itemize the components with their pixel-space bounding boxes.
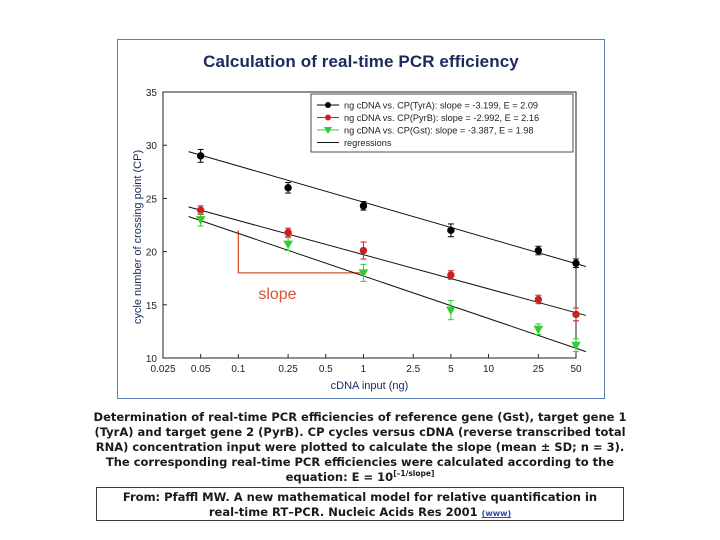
- figure-panel: Calculation of real-time PCR efficiency …: [117, 39, 605, 399]
- data-point: [571, 341, 581, 351]
- caption-line-4: The corresponding real-time PCR efficien…: [105, 455, 615, 469]
- y-tick-label: 35: [146, 88, 158, 99]
- x-axis-label: cDNA input (ng): [331, 380, 409, 392]
- source-reference: real-time RT–PCR. Nucleic Acids Res 2001: [208, 505, 478, 519]
- data-point: [284, 184, 292, 192]
- slope-annotation-lines: [237, 230, 364, 274]
- data-point: [359, 202, 368, 210]
- source-citation: From: Pfaffl MW. A new mathematical mode…: [96, 487, 624, 521]
- x-tick-label: 2.5: [406, 364, 420, 375]
- source-line-1: From: Pfaffl MW. A new mathematical mode…: [122, 490, 598, 504]
- legend-label: regressions: [344, 138, 392, 148]
- legend-marker: [324, 127, 332, 134]
- legend-marker: [325, 102, 331, 108]
- data-point: [534, 295, 543, 304]
- x-tick-label: 25: [533, 364, 545, 375]
- slope-annotation-label: slope: [258, 286, 296, 303]
- legend-marker: [325, 114, 331, 121]
- source-line-2: real-time RT–PCR. Nucleic Acids Res 2001…: [97, 505, 623, 521]
- data-point: [284, 228, 292, 237]
- x-tick-label: 50: [570, 364, 582, 375]
- y-tick-label: 10: [146, 354, 158, 365]
- legend-label: ng cDNA vs. CP(PyrB): slope = -2.992, E …: [344, 113, 539, 123]
- x-tick-label: 1: [361, 364, 367, 375]
- data-point: [446, 306, 456, 316]
- data-point: [533, 325, 544, 335]
- x-tick-label: 10: [483, 364, 495, 375]
- data-point: [358, 269, 369, 278]
- caption-line-5: equation: E = 10[–1/slope]: [84, 470, 636, 485]
- x-tick-label: 0.1: [231, 364, 245, 375]
- legend-box: [310, 93, 574, 153]
- y-tick-label: 20: [146, 248, 158, 259]
- data-point: [283, 240, 293, 250]
- caption-line-1: Determination of real-time PCR efficienc…: [93, 410, 627, 424]
- pcr-efficiency-chart: 10 15 20 25 30 35 0.025 0.05 0.1 0.25 0.5 1 2.5 5 10 25…: [132, 88, 587, 392]
- data-point: [196, 206, 205, 214]
- data-point: [534, 246, 543, 255]
- plot-frame: [162, 91, 577, 359]
- y-tick-label: 30: [146, 141, 158, 152]
- regression-line: [188, 151, 587, 267]
- y-tick-label: 25: [146, 194, 158, 205]
- figure-caption: Determination of real-time PCR efficienc…: [84, 410, 636, 485]
- caption-exponent: [–1/slope]: [393, 469, 435, 479]
- x-tick-label: 0.05: [191, 364, 211, 375]
- x-tick-label: 0.025: [150, 364, 175, 375]
- source-www-link[interactable]: (www): [481, 509, 512, 518]
- data-point: [447, 271, 455, 279]
- caption-line-2: (TyrA) and target gene 2 (PyrB). CP cycl…: [94, 425, 626, 439]
- legend-label: ng cDNA vs. CP(TyrA): slope = -3.199, E …: [344, 101, 538, 111]
- data-point: [447, 226, 455, 235]
- data-point: [572, 259, 580, 268]
- legend-label: ng cDNA vs. CP(Gst): slope = -3.387, E =…: [344, 126, 533, 136]
- x-tick-label: 0.25: [278, 364, 298, 375]
- data-point: [195, 216, 206, 225]
- caption-line-3: RNA) concentration input were plotted to…: [95, 440, 625, 454]
- y-tick-label: 15: [146, 301, 158, 312]
- x-tick-label: 0.5: [319, 364, 333, 375]
- data-point: [572, 310, 580, 319]
- caption-equation: equation: E = 10: [285, 470, 394, 484]
- regression-line: [188, 206, 587, 316]
- chart-title: Calculation of real-time PCR efficiency: [203, 52, 519, 71]
- regression-line: [188, 216, 587, 353]
- data-point: [196, 152, 205, 160]
- data-point: [359, 246, 368, 255]
- y-axis-label: cycle number of crossing point (CP): [132, 150, 144, 324]
- x-tick-label: 5: [448, 364, 454, 375]
